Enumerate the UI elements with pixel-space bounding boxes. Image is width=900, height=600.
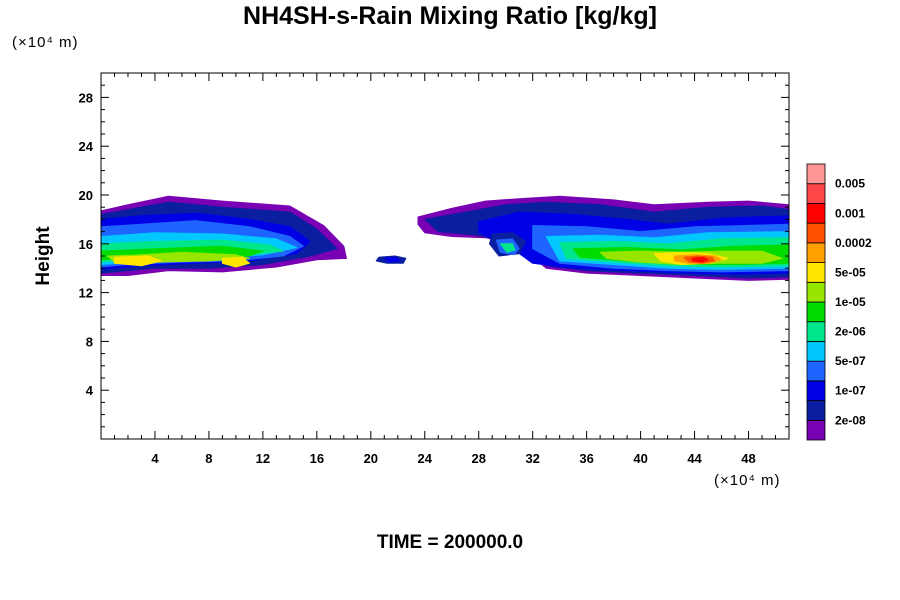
y-tick-label: 4 [86, 383, 94, 398]
x-tick-label: 32 [525, 451, 539, 466]
x-tick-label: 48 [741, 451, 755, 466]
y-axis-unit-label: (×10⁴ m) [12, 34, 79, 51]
y-axis-title: Height [33, 226, 54, 286]
colorbar-swatch [806, 281, 826, 303]
colorbar-label: 2e-08 [835, 413, 866, 427]
right-cloud [417, 195, 789, 281]
colorbar-label: 1e-07 [835, 384, 866, 398]
y-tick-label: 20 [79, 188, 93, 203]
contour-level-8 [114, 255, 163, 267]
time-label: TIME = 200000.0 [376, 532, 524, 553]
y-tick-label: 28 [79, 90, 93, 105]
contour-level-8 [221, 256, 250, 268]
colorbar: 2e-08 1e-07 5e-07 2e-06 1e-05 5e-05 0.0002 0.00… [806, 163, 872, 441]
colorbar-swatch [806, 242, 826, 263]
x-axis: 4 8 12 16 20 24 28 32 36 40 44 48 [113, 73, 777, 466]
contour-level-2 [383, 256, 401, 263]
colorbar-swatch [806, 183, 826, 204]
colorbar-label: 0.001 [835, 206, 865, 220]
colorbar-swatch [806, 360, 826, 382]
colorbar-swatch [806, 203, 826, 224]
colorbar-label: 0.005 [835, 177, 865, 191]
colorbar-swatch [806, 341, 826, 362]
x-tick-label: 20 [364, 451, 378, 466]
x-tick-label: 16 [310, 451, 324, 466]
y-tick-label: 8 [86, 334, 93, 349]
colorbar-label: 0.0002 [835, 236, 872, 250]
x-tick-label: 28 [471, 451, 485, 466]
x-tick-label: 44 [687, 451, 702, 466]
left-cloud [101, 195, 347, 276]
mixing-ratio-field [101, 195, 789, 281]
x-tick-label: 8 [205, 451, 212, 466]
x-axis-unit-label: (×10⁴ m) [714, 472, 781, 489]
x-tick-label: 4 [151, 451, 159, 466]
x-tick-label: 12 [256, 451, 270, 466]
colorbar-label: 2e-06 [835, 325, 866, 339]
small-fragment [375, 255, 407, 264]
colorbar-swatch [806, 222, 826, 244]
colorbar-swatch [806, 262, 826, 283]
colorbar-label: 1e-05 [835, 295, 866, 309]
y-axis: 4 8 12 16 20 24 28 [79, 84, 789, 428]
y-tick-label: 16 [79, 237, 93, 252]
contour-level-5 [499, 243, 516, 253]
chart-title: NH4SH-s-Rain Mixing Ratio [kg/kg] [243, 2, 657, 30]
colorbar-swatch [806, 400, 826, 421]
colorbar-swatch [806, 301, 826, 323]
x-tick-label: 24 [418, 451, 433, 466]
colorbar-swatch [806, 380, 826, 401]
y-tick-label: 12 [79, 286, 93, 301]
colorbar-swatch [806, 163, 826, 185]
colorbar-label: 5e-07 [835, 354, 866, 368]
contour-level-11 [691, 256, 709, 263]
y-tick-label: 24 [79, 139, 94, 154]
x-tick-label: 36 [579, 451, 593, 466]
x-tick-label: 40 [633, 451, 647, 466]
colorbar-swatch [806, 321, 826, 342]
colorbar-swatch [806, 419, 826, 441]
colorbar-label: 5e-05 [835, 265, 866, 279]
